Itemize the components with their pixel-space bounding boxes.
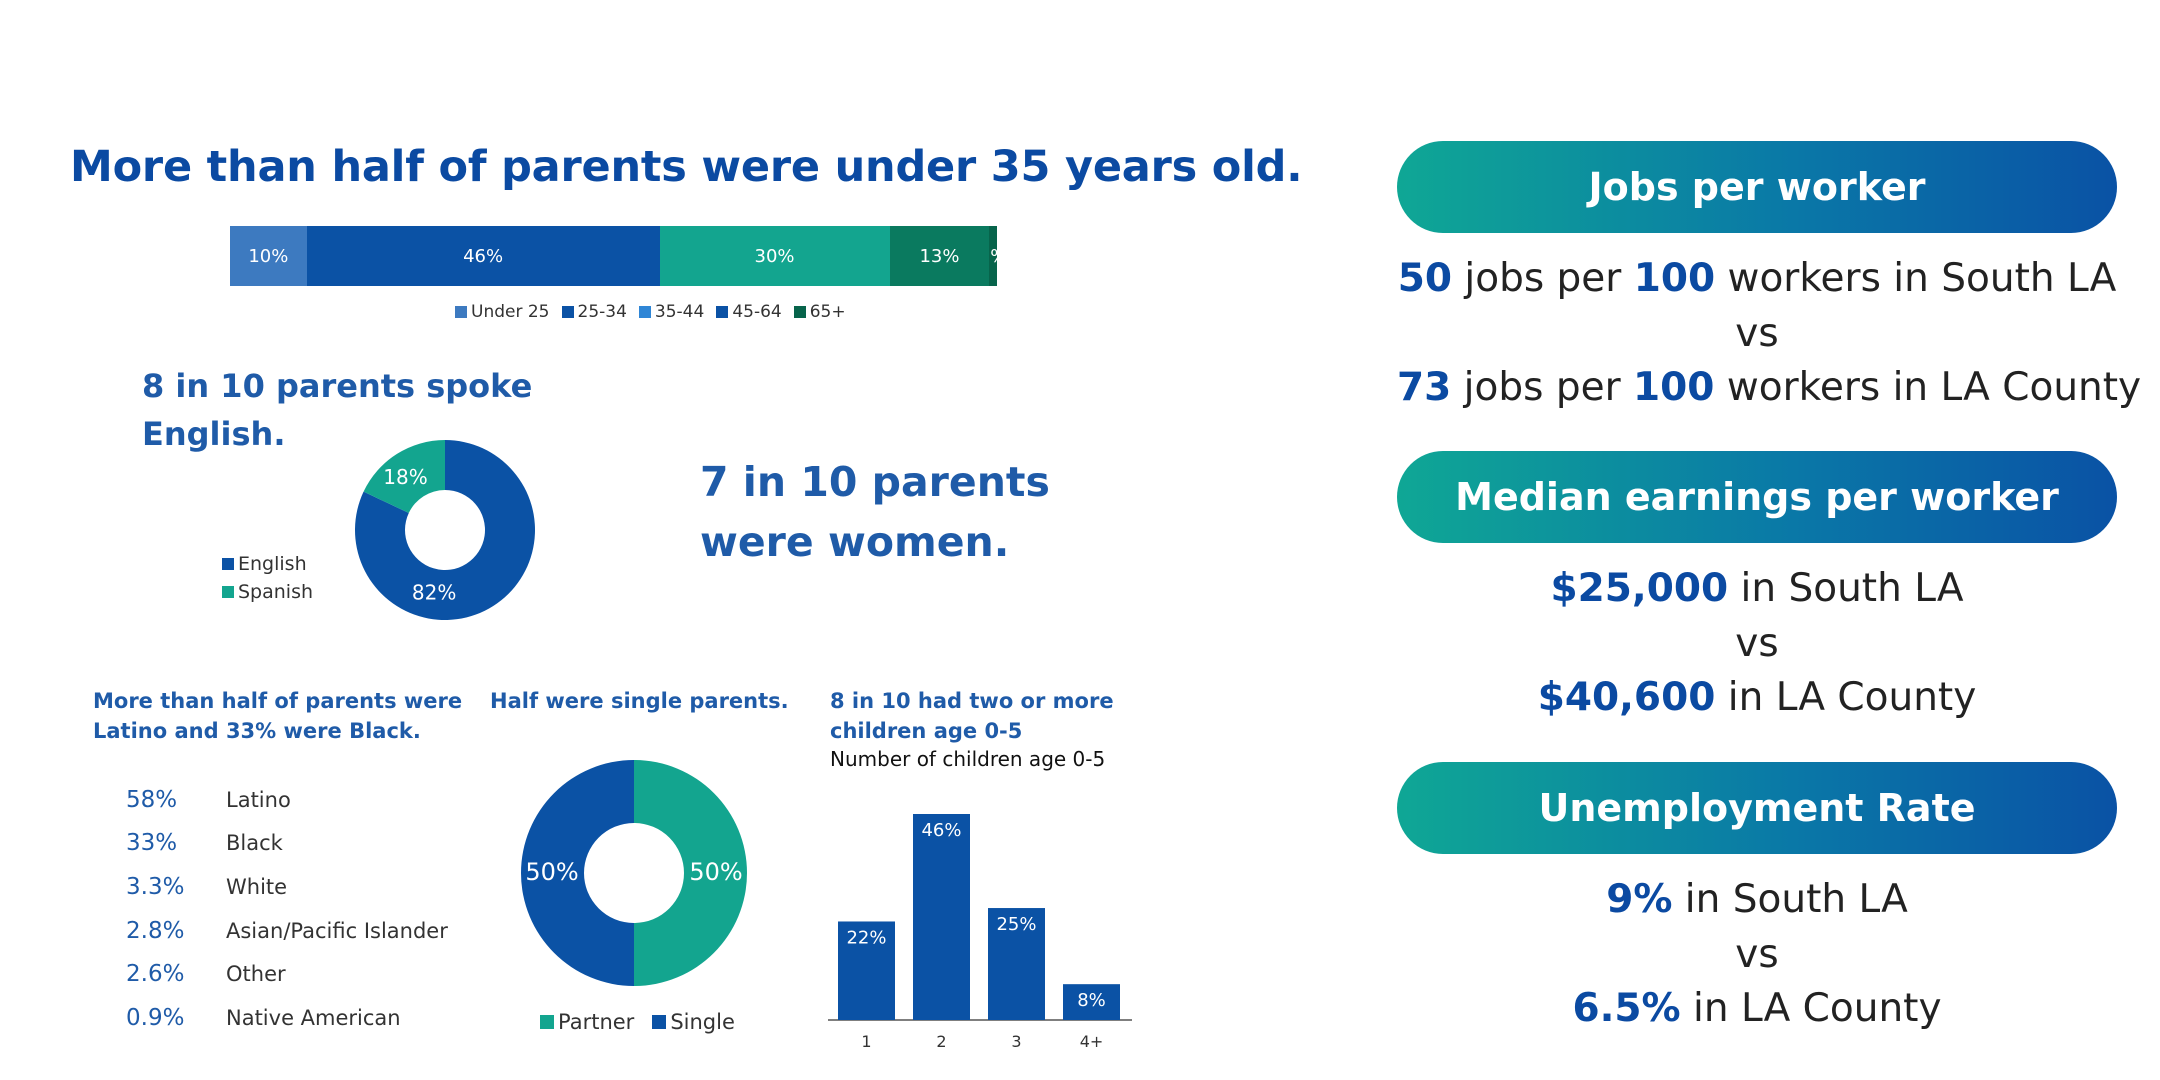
age-legend-item: 35-44 (638, 302, 704, 322)
kids-bar-label: 22% (846, 927, 886, 948)
age-bar-segment: 30% (659, 226, 890, 286)
ethnicity-pct: 2.8% (126, 917, 185, 944)
age-stacked-bar: 10%46%30%13%1% (230, 226, 997, 286)
age-legend-item: Under 25 (455, 302, 550, 322)
age-legend: Under 25 25-34 35-44 45-64 65+ (455, 302, 846, 322)
women-heading: 7 in 10 parents were women. (700, 458, 1050, 566)
single-heading: Half were single parents. (490, 689, 789, 713)
jobs-south-la: 50 jobs per 100 workers in South LA (1397, 256, 2117, 301)
ethnicity-row: 2.8% Asian/Pacific Islander (126, 909, 448, 953)
kids-subtitle: Number of children age 0-5 (830, 747, 1106, 771)
ethnicity-label: Latino (226, 787, 291, 812)
ethnicity-label: Other (226, 962, 286, 987)
kids-bar-chart: 22% 1 46% 2 25% 3 8% 4+ (828, 814, 1132, 1051)
ethnicity-row: 3.3% White (126, 865, 448, 909)
jobs-vs: vs (1735, 310, 1779, 356)
donut-slice (521, 760, 634, 986)
ethnicity-label: Native American (226, 1005, 401, 1030)
donut-label: 18% (383, 465, 427, 489)
kids-bar (1063, 984, 1120, 1020)
language-legend: English Spanish (222, 553, 313, 603)
age-legend-item: 65+ (793, 302, 846, 322)
kids-tick-label: 2 (936, 1032, 946, 1051)
age-bar-segment: 13% (889, 226, 990, 286)
main-title: More than half of parents were under 35 … (70, 142, 1303, 192)
kids-bar (988, 908, 1045, 1020)
donut-label: 50% (689, 858, 742, 886)
unemployment-stats: 9% in South LA vs 6.5% in LA County (1397, 873, 2117, 1037)
earnings-south-la: $25,000 in South LA (1550, 566, 1964, 611)
donut-slice (355, 440, 535, 620)
single-legend-item: Single (652, 1010, 735, 1034)
jobs-stats: 50 jobs per 100 workers in South LA vs 7… (1397, 252, 2142, 416)
ethnicity-pct: 58% (126, 786, 178, 813)
age-legend-item: 25-34 (561, 302, 627, 322)
ethnicity-row: 0.9% Native American (126, 996, 448, 1040)
jobs-la-county: 73 jobs per 100 workers in LA County (1397, 365, 2142, 410)
kids-bar-label: 25% (996, 914, 1036, 935)
donut-slice (363, 440, 445, 513)
unemployment-title: Unemployment Rate (1538, 786, 1976, 830)
unemployment-title-pill: Unemployment Rate (1397, 762, 2117, 854)
age-bar-segment: 1% (989, 226, 997, 286)
kids-bar (913, 814, 970, 1020)
age-legend-item: 45-64 (716, 302, 782, 322)
ethnicity-label: Asian/Pacific Islander (226, 918, 448, 943)
ethnicity-pct: 33% (126, 830, 178, 857)
language-donut: 82% 18% (355, 440, 535, 620)
ethnicity-heading: More than half of parents were Latino an… (93, 689, 463, 743)
kids-tick-label: 3 (1011, 1032, 1021, 1051)
kids-bar-label: 46% (921, 820, 961, 841)
kids-heading: 8 in 10 had two or more children age 0-5 (830, 689, 1114, 743)
earnings-la-county: $40,600 in LA County (1537, 675, 1977, 720)
unemployment-south-la: 9% in South LA (1606, 877, 1908, 922)
ethnicity-row: 58% Latino (126, 778, 448, 822)
earnings-title: Median earnings per worker (1455, 475, 2059, 519)
ethnicity-row: 33% Black (126, 822, 448, 866)
jobs-title-pill: Jobs per worker (1397, 141, 2117, 233)
ethnicity-label: White (226, 874, 288, 899)
single-parent-donut: 50% 50% (521, 760, 747, 986)
donut-label: 82% (412, 581, 456, 605)
ethnicity-list: 58% Latino 33% Black 3.3% White 2.8% Asian/Paci… (126, 778, 448, 1040)
language-legend-item: English (222, 553, 313, 575)
earnings-stats: $25,000 in South LA vs $40,600 in LA Cou… (1397, 562, 2117, 726)
ethnicity-pct: 0.9% (126, 1004, 185, 1031)
donut-slice (634, 760, 747, 986)
english-heading: 8 in 10 parents spoke English. (142, 367, 533, 453)
single-legend-item: Partner (540, 1010, 634, 1034)
jobs-title: Jobs per worker (1588, 165, 1926, 209)
ethnicity-pct: 3.3% (126, 873, 185, 900)
kids-bar (838, 921, 895, 1020)
ethnicity-row: 2.6% Other (126, 952, 448, 996)
language-legend-item: Spanish (222, 581, 313, 603)
ethnicity-label: Black (226, 831, 283, 856)
kids-tick-label: 1 (861, 1032, 871, 1051)
kids-bar-label: 8% (1077, 990, 1106, 1011)
single-legend: Partner Single (540, 1010, 735, 1034)
unemployment-vs: vs (1735, 931, 1779, 977)
earnings-vs: vs (1735, 620, 1779, 666)
age-bar-segment: 10% (230, 226, 307, 286)
donut-label: 50% (525, 858, 578, 886)
earnings-title-pill: Median earnings per worker (1397, 451, 2117, 543)
kids-tick-label: 4+ (1080, 1032, 1104, 1051)
unemployment-la-county: 6.5% in LA County (1572, 986, 1942, 1031)
age-bar-segment: 46% (306, 226, 660, 286)
ethnicity-pct: 2.6% (126, 961, 185, 988)
